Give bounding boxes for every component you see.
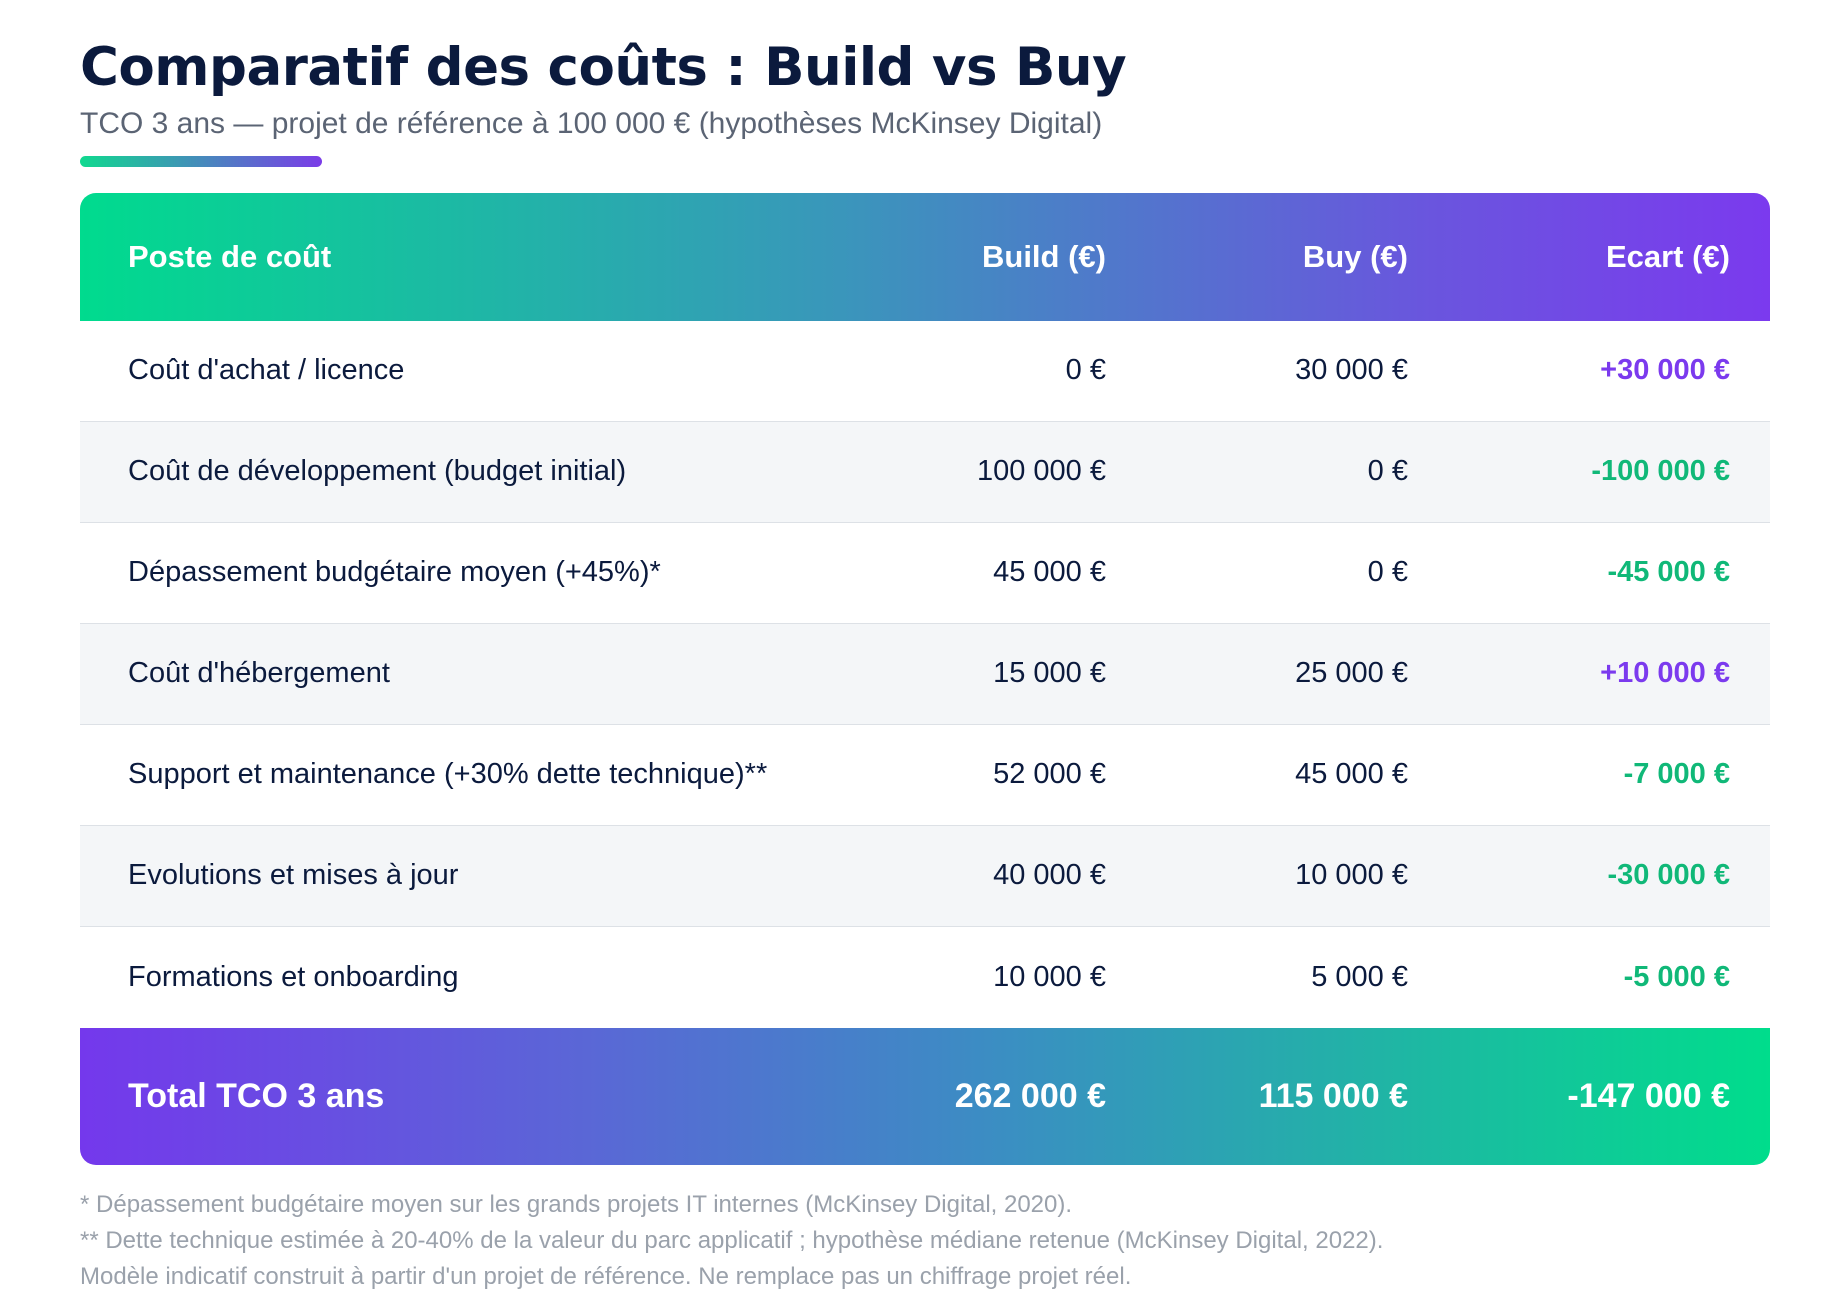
footnote: ** Dette technique estimée à 20-40% de l… <box>80 1226 1384 1254</box>
row-label: Support et maintenance (+30% dette techn… <box>128 758 768 791</box>
table-total-row: Total TCO 3 ans 262 000 € 115 000 € -147… <box>80 1027 1770 1165</box>
table-row: Dépassement budgétaire moyen (+45%)* 45 … <box>80 523 1770 624</box>
build-value: 52 000 € <box>993 758 1106 791</box>
footnote: * Dépassement budgétaire moyen sur les g… <box>80 1190 1073 1218</box>
ecart-value: -45 000 € <box>1607 556 1730 589</box>
ecart-value: -7 000 € <box>1623 758 1730 791</box>
column-header-buy: Buy (€) <box>1302 238 1408 274</box>
build-value: 45 000 € <box>993 556 1106 589</box>
page-subtitle: TCO 3 ans — projet de référence à 100 00… <box>80 106 1103 140</box>
ecart-value: -5 000 € <box>1623 960 1730 993</box>
ecart-value: -100 000 € <box>1591 455 1730 488</box>
table-header-row: Poste de coût Build (€) Buy (€) Ecart (€… <box>80 192 1770 321</box>
build-value: 10 000 € <box>993 960 1106 993</box>
buy-value: 45 000 € <box>1295 758 1408 791</box>
build-value: 100 000 € <box>976 455 1106 488</box>
row-label: Formations et onboarding <box>128 960 459 993</box>
buy-value: 30 000 € <box>1295 354 1408 387</box>
build-value: 15 000 € <box>993 657 1106 690</box>
row-label: Coût d'hébergement <box>128 657 390 690</box>
table-row: Coût de développement (budget initial) 1… <box>80 421 1770 523</box>
total-buy-value: 115 000 € <box>1258 1076 1408 1115</box>
column-header-ecart: Ecart (€) <box>1605 238 1730 274</box>
ecart-value: +30 000 € <box>1600 354 1730 387</box>
title-accent-bar <box>80 155 322 167</box>
table-row: Coût d'achat / licence 0 € 30 000 € +30 … <box>80 321 1770 422</box>
table-row: Support et maintenance (+30% dette techn… <box>80 725 1770 826</box>
column-header-build: Build (€) <box>982 238 1106 274</box>
total-ecart-value: -147 000 € <box>1567 1076 1730 1115</box>
table-row: Formations et onboarding 10 000 € 5 000 … <box>80 927 1770 1028</box>
table-row: Coût d'hébergement 15 000 € 25 000 € +10… <box>80 623 1770 725</box>
cost-comparison-table: Poste de coût Build (€) Buy (€) Ecart (€… <box>80 192 1770 1165</box>
page-title: Comparatif des coûts : Build vs Buy <box>80 37 1127 98</box>
column-header-cost-item: Poste de coût <box>128 238 332 274</box>
ecart-value: -30 000 € <box>1607 859 1730 892</box>
buy-value: 0 € <box>1367 556 1408 589</box>
buy-value: 0 € <box>1367 455 1408 488</box>
total-label: Total TCO 3 ans <box>128 1076 385 1115</box>
row-label: Evolutions et mises à jour <box>128 859 459 892</box>
row-label: Dépassement budgétaire moyen (+45%)* <box>128 556 661 589</box>
build-value: 40 000 € <box>993 859 1106 892</box>
build-value: 0 € <box>1065 354 1106 387</box>
buy-value: 10 000 € <box>1295 859 1408 892</box>
buy-value: 25 000 € <box>1295 657 1408 690</box>
table-row: Evolutions et mises à jour 40 000 € 10 0… <box>80 825 1770 927</box>
ecart-value: +10 000 € <box>1600 657 1730 690</box>
total-build-value: 262 000 € <box>954 1076 1106 1115</box>
row-label: Coût de développement (budget initial) <box>128 455 627 488</box>
row-label: Coût d'achat / licence <box>128 354 405 387</box>
buy-value: 5 000 € <box>1311 960 1408 993</box>
footnote: Modèle indicatif construit à partir d'un… <box>80 1262 1132 1290</box>
footnotes: * Dépassement budgétaire moyen sur les g… <box>80 1187 1760 1295</box>
